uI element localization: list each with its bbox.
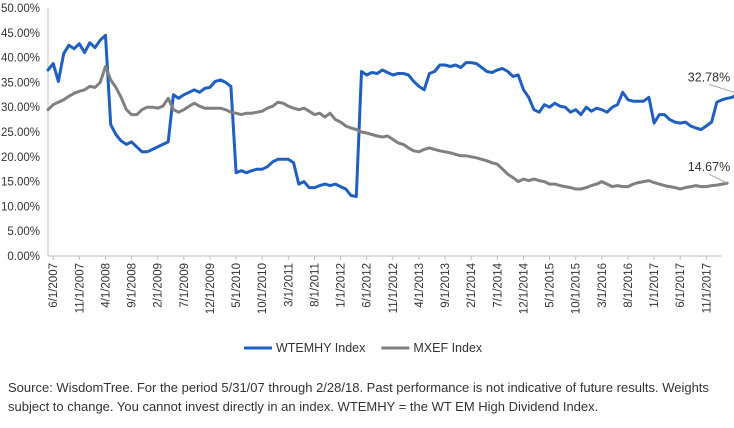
x-tick-label: 7/1/2009: [179, 263, 191, 308]
legend-label-mxef-index: MXEF Index: [413, 341, 483, 355]
y-tick-label: 0.00%: [7, 251, 40, 263]
x-tick-label: 9/1/2008: [127, 263, 139, 308]
x-tick-label: 3/1/2016: [597, 263, 609, 308]
x-tick-label: 10/1/2015: [571, 263, 583, 314]
series-line-wtemhy-index: [46, 33, 734, 198]
x-tick-label: 6/1/2017: [675, 263, 687, 308]
x-tick-label: 4/1/2008: [100, 263, 112, 308]
y-tick-label: 25.00%: [1, 127, 40, 139]
y-tick-label: 35.00%: [1, 77, 40, 89]
line-chart: 0.00% 5.00% 10.00% 15.00% 20.00% 25.00% 30.00%…: [1, 3, 734, 355]
end-value-label: 32.78%: [688, 70, 730, 84]
x-tick-label: 12/1/2009: [205, 263, 217, 314]
x-tick-label: 2/1/2009: [153, 263, 165, 308]
end-label-leader: [708, 173, 728, 184]
x-tick-label: 4/1/2013: [414, 263, 426, 308]
x-tick-label: 1/1/2012: [336, 263, 348, 308]
y-tick-label: 10.00%: [1, 201, 40, 213]
x-tick-label: 10/1/2010: [257, 263, 269, 314]
x-tick-label: 6/1/2012: [362, 263, 374, 308]
x-tick-label: 9/1/2013: [440, 263, 452, 308]
end-value-label: 14.67%: [688, 160, 730, 174]
x-tick-label: 2/1/2014: [466, 262, 478, 307]
end-labels: 32.78% 14.67%: [688, 70, 734, 184]
series-line-mxef-index: [46, 65, 729, 191]
x-tick-label: 11/1/2012: [388, 263, 400, 313]
x-tick-label: 8/1/2011: [309, 263, 321, 307]
y-tick-label: 30.00%: [1, 102, 40, 114]
y-axis: 0.00% 5.00% 10.00% 15.00% 20.00% 25.00% 30.00%…: [1, 3, 49, 263]
x-tick-label: 1/1/2017: [649, 263, 661, 308]
y-tick-label: 5.00%: [7, 226, 40, 238]
y-tick-label: 50.00%: [1, 3, 40, 15]
x-axis: 6/1/2007 11/1/2007 4/1/2008 9/1/2008 2/1/200…: [48, 255, 722, 314]
x-tick-label: 5/1/2010: [231, 263, 243, 308]
y-tick-label: 45.00%: [1, 28, 40, 40]
y-tick-label: 40.00%: [1, 53, 40, 65]
end-label-leader: [708, 83, 734, 93]
y-tick-label: 15.00%: [1, 177, 40, 189]
legend-label-wtemhy-index: WTEMHY Index: [276, 341, 366, 355]
x-tick-label: 5/1/2015: [545, 263, 557, 308]
x-tick-label: 11/1/2007: [74, 263, 86, 313]
x-tick-label: 3/1/2011: [283, 263, 295, 307]
x-tick-label: 7/1/2014: [492, 262, 504, 307]
x-tick-label: 8/1/2016: [623, 263, 635, 308]
source-note: Source: WisdomTree. For the period 5/31/…: [8, 380, 709, 414]
series-layer: [46, 33, 734, 198]
x-tick-label: 12/1/2014: [518, 262, 530, 314]
legend: WTEMHY Index MXEF Index: [244, 341, 483, 355]
x-tick-label: 6/1/2007: [48, 263, 60, 308]
y-tick-label: 20.00%: [1, 152, 40, 164]
x-tick-label: 11/1/2017: [701, 263, 713, 313]
